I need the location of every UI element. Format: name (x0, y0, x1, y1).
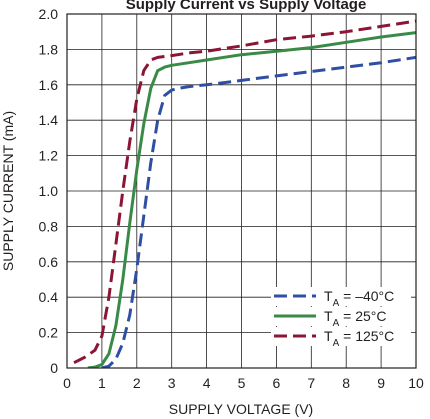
y-axis-title: SUPPLY CURRENT (mA) (0, 111, 16, 271)
y-tick-label: 1.0 (39, 183, 59, 199)
series-line-1 (101, 55, 416, 368)
y-tick-label: 0.2 (39, 325, 59, 341)
y-tick-label: 1.8 (39, 41, 59, 57)
legend-bg (271, 287, 411, 306)
legend-label: TA = 25°C (324, 308, 386, 329)
x-tick-label: 9 (377, 375, 385, 391)
x-tick-label: 6 (273, 375, 281, 391)
x-tick-label: 5 (238, 375, 246, 391)
legend: TA = –40°CTA = 25°CTA = 125°C (271, 287, 411, 349)
y-tick-label: 1.2 (39, 148, 59, 164)
y-tick-label: 1.4 (39, 112, 59, 128)
legend-label: TA = –40°C (324, 288, 394, 309)
chart-title: Supply Current vs Supply Voltage (126, 0, 367, 13)
series-layer (73, 19, 416, 368)
series-line-2 (87, 31, 416, 368)
y-tick-label: 0.8 (39, 218, 59, 234)
x-tick-label: 3 (168, 375, 176, 391)
x-tick-label: 0 (63, 375, 71, 391)
x-axis-title: SUPPLY VOLTAGE (V) (169, 401, 313, 417)
legend-label: TA = 125°C (324, 328, 394, 349)
x-tick-label: 2 (133, 375, 141, 391)
y-tick-label: 0 (50, 360, 58, 376)
plot-frame (66, 13, 417, 369)
y-tick-label: 1.6 (39, 77, 59, 93)
x-tick-label: 7 (307, 375, 315, 391)
legend-bg (271, 327, 411, 346)
y-tick-label: 2.0 (39, 6, 59, 22)
x-tick-label: 1 (98, 375, 106, 391)
series-line-3 (73, 19, 416, 365)
x-tick-label: 8 (342, 375, 350, 391)
y-tick-label: 0.6 (39, 254, 59, 270)
x-tick-label: 10 (408, 375, 424, 391)
y-tick-labels: 0 0.2 0.4 0.6 0.8 1.0 1.2 1.4 1.6 1.8 2.0 (39, 6, 59, 376)
x-tick-labels: 0 1 2 3 4 5 6 7 8 9 10 (63, 375, 424, 391)
y-tick-label: 0.4 (39, 289, 59, 305)
legend-bg (271, 307, 411, 326)
x-tick-label: 4 (203, 375, 211, 391)
